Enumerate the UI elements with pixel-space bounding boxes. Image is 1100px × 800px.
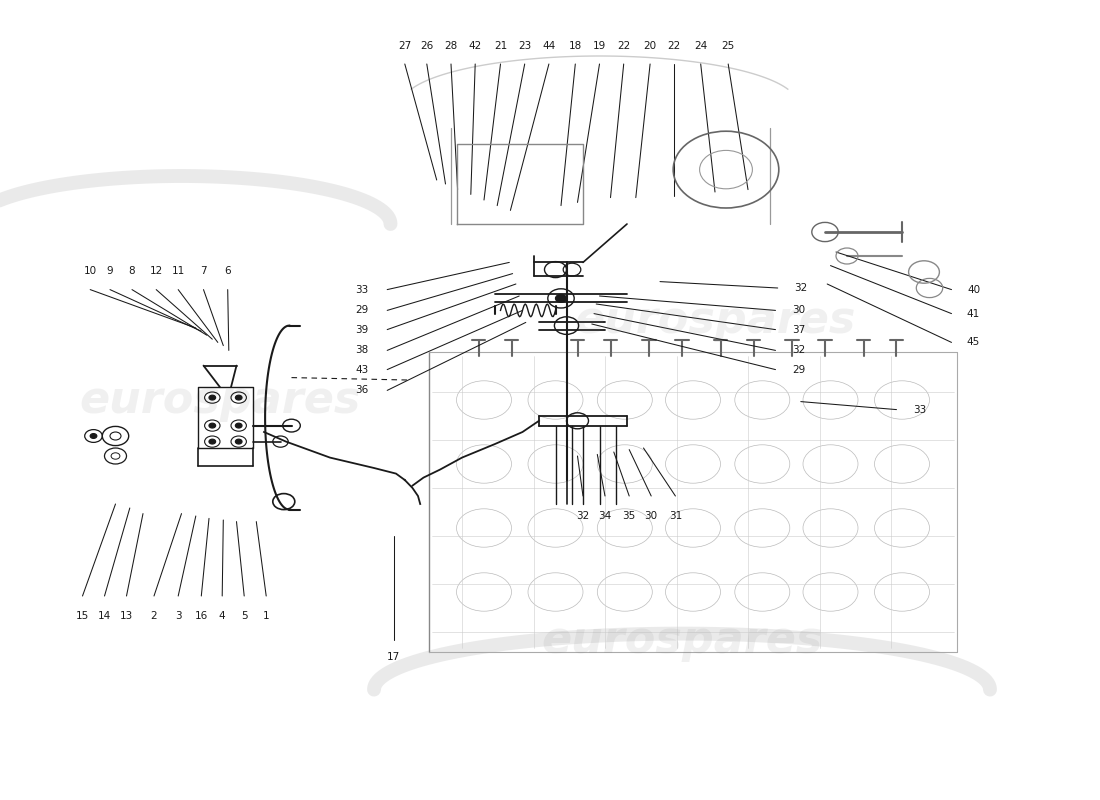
Text: 22: 22 — [617, 42, 630, 51]
Text: 40: 40 — [967, 285, 980, 294]
Text: 30: 30 — [792, 306, 805, 315]
Text: 34: 34 — [598, 511, 612, 521]
Text: 38: 38 — [355, 346, 368, 355]
Text: 1: 1 — [263, 611, 270, 621]
Text: 33: 33 — [355, 285, 368, 294]
Text: 6: 6 — [224, 266, 231, 276]
Text: 32: 32 — [576, 511, 590, 521]
Text: 20: 20 — [644, 42, 657, 51]
Text: eurospares: eurospares — [574, 298, 856, 342]
Text: 22: 22 — [668, 42, 681, 51]
Text: 10: 10 — [84, 266, 97, 276]
Circle shape — [209, 423, 216, 428]
Text: 36: 36 — [355, 386, 368, 395]
Text: eurospares: eurospares — [541, 618, 823, 662]
Text: 11: 11 — [172, 266, 185, 276]
Text: 41: 41 — [967, 309, 980, 318]
Circle shape — [209, 439, 216, 444]
Text: 21: 21 — [494, 42, 507, 51]
Text: 42: 42 — [469, 42, 482, 51]
Text: 45: 45 — [967, 338, 980, 347]
Text: 31: 31 — [669, 511, 682, 521]
Text: 7: 7 — [200, 266, 207, 276]
Text: 25: 25 — [722, 42, 735, 51]
Text: 32: 32 — [792, 346, 805, 355]
Text: 35: 35 — [623, 511, 636, 521]
Text: 19: 19 — [593, 42, 606, 51]
Text: 26: 26 — [420, 42, 433, 51]
Text: 12: 12 — [150, 266, 163, 276]
Text: 2: 2 — [151, 611, 157, 621]
Circle shape — [90, 434, 97, 438]
Text: 4: 4 — [219, 611, 225, 621]
Text: 23: 23 — [518, 42, 531, 51]
Text: 24: 24 — [694, 42, 707, 51]
Text: 13: 13 — [120, 611, 133, 621]
Text: 16: 16 — [195, 611, 208, 621]
Text: eurospares: eurospares — [79, 378, 361, 422]
Circle shape — [235, 395, 242, 400]
Text: 32: 32 — [794, 283, 807, 293]
Text: 15: 15 — [76, 611, 89, 621]
Circle shape — [209, 395, 216, 400]
Circle shape — [556, 294, 566, 302]
Text: 29: 29 — [355, 306, 368, 315]
Circle shape — [235, 423, 242, 428]
Text: 33: 33 — [913, 405, 926, 414]
Text: 44: 44 — [542, 42, 556, 51]
Text: 3: 3 — [175, 611, 182, 621]
Text: 9: 9 — [107, 266, 113, 276]
Text: 14: 14 — [98, 611, 111, 621]
Text: 5: 5 — [241, 611, 248, 621]
Text: 30: 30 — [645, 511, 658, 521]
Text: 43: 43 — [355, 365, 368, 374]
Text: 8: 8 — [129, 266, 135, 276]
Text: 17: 17 — [387, 652, 400, 662]
Text: 27: 27 — [398, 42, 411, 51]
Text: 37: 37 — [792, 325, 805, 334]
Circle shape — [235, 439, 242, 444]
Text: 28: 28 — [444, 42, 458, 51]
Text: 39: 39 — [355, 325, 368, 334]
Text: 18: 18 — [569, 42, 582, 51]
Text: 29: 29 — [792, 365, 805, 374]
